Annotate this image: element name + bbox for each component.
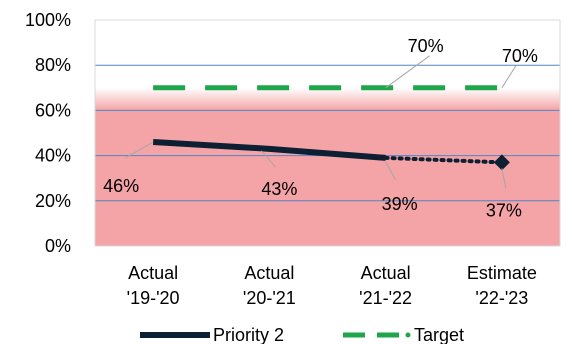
- leader-line: [385, 161, 397, 181]
- leader-line: [501, 65, 517, 89]
- priority-2-line: [152, 139, 386, 161]
- x-category-label: '19-'20: [127, 288, 180, 308]
- y-tick-label: 100%: [25, 10, 71, 30]
- x-axis-categories: Actual '19-'20 Actual '20-'21 Actual '21-'22 E…: [127, 263, 537, 308]
- x-category-label: '22-'23: [475, 288, 528, 308]
- leader-line: [124, 141, 154, 159]
- priority-2-estimate-line: [383, 155, 504, 165]
- band-0: [95, 110, 560, 247]
- legend-swatch-target-dot: [405, 332, 411, 338]
- y-tick-label: 20%: [35, 191, 71, 211]
- y-tick-label: 40%: [35, 146, 71, 166]
- data-label: 70%: [408, 36, 444, 56]
- y-tick-label: 80%: [35, 55, 71, 75]
- x-category-label: Actual: [244, 263, 294, 283]
- leader-line: [385, 55, 430, 89]
- data-label: 37%: [486, 200, 522, 220]
- data-label: 43%: [261, 179, 297, 199]
- legend-label-priority-2: Priority 2: [213, 325, 284, 344]
- x-category-label: Estimate: [467, 263, 537, 283]
- data-label: 70%: [502, 46, 538, 66]
- x-category-label: '21-'22: [359, 288, 412, 308]
- data-labels: 46% 43% 39% 37% 70% 70%: [103, 36, 538, 221]
- y-axis-ticks: 0% 20% 40% 60% 80% 100%: [25, 10, 71, 256]
- series-lines: [152, 85, 510, 171]
- plot-area-border: [94, 19, 561, 247]
- band-2: [95, 20, 560, 88]
- y-tick-label: 0%: [45, 236, 71, 256]
- x-category-label: Actual: [361, 263, 411, 283]
- x-category-label: Actual: [128, 263, 178, 283]
- band-1: [95, 87, 560, 111]
- x-category-label: '20-'21: [243, 288, 296, 308]
- leader-line: [501, 168, 507, 189]
- data-label: 46%: [103, 176, 139, 196]
- leader-line: [260, 150, 276, 168]
- priority-2-estimate-marker: [493, 154, 510, 171]
- data-label: 39%: [382, 194, 418, 214]
- background-bands: [95, 20, 560, 247]
- legend: Priority 2 Target: [140, 325, 464, 344]
- label-leader-lines: [124, 55, 517, 189]
- y-tick-label: 60%: [35, 100, 71, 120]
- legend-label-target: Target: [414, 325, 464, 344]
